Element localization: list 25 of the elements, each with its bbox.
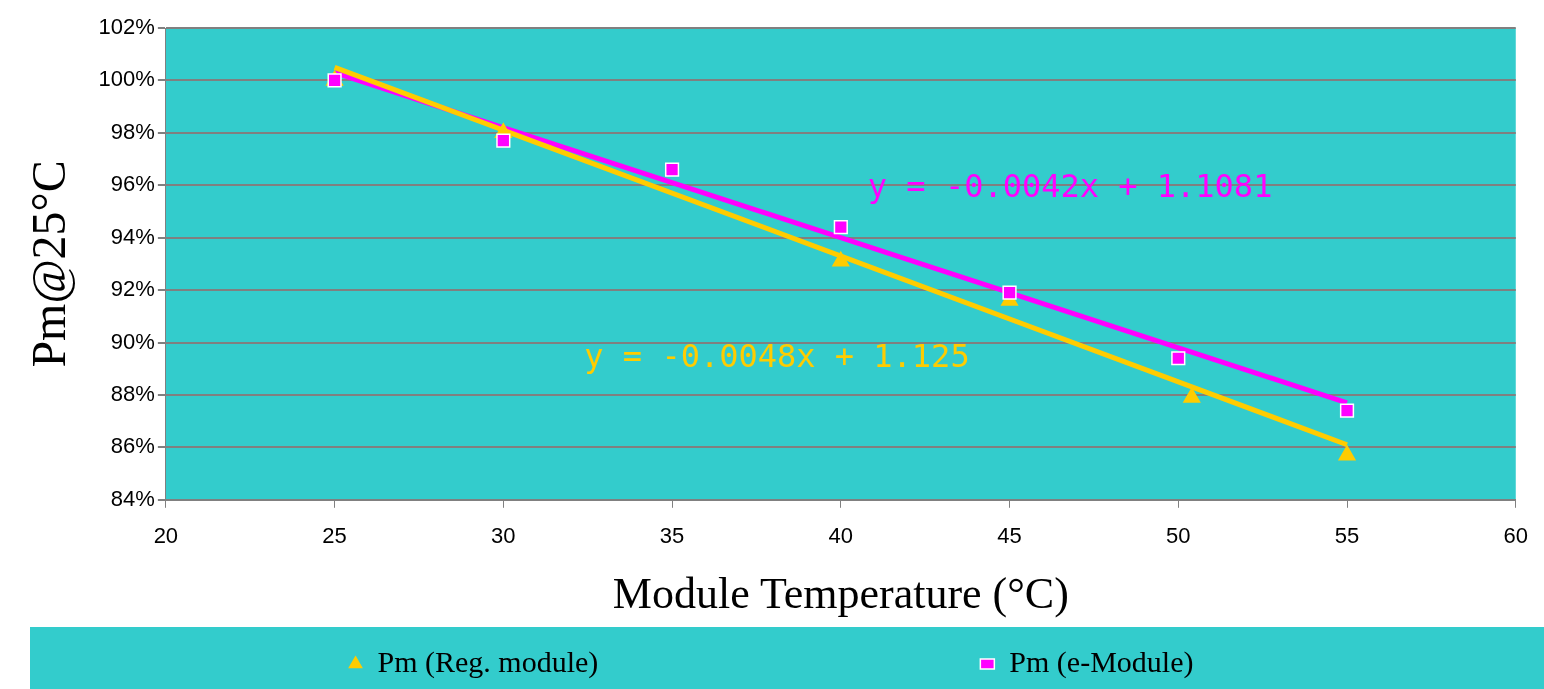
y-tick-label: 90% [110,328,155,354]
x-tick-label: 25 [322,523,347,549]
y-tick-label: 102% [98,14,155,40]
x-tick-label: 50 [1166,523,1191,549]
y-tick-label: 98% [110,118,155,144]
annotation: y = -0.0042x + 1.1081 [867,166,1273,205]
legend-label: Pm (Reg. module) [377,644,959,679]
y-tick-label: 84% [110,485,155,511]
y-tick-label: 88% [110,381,155,407]
y-axis-title: Pm@25°C [22,160,76,368]
annotation: y = -0.0048x + 1.125 [584,336,970,375]
x-tick-label: 40 [828,523,854,549]
x-axis-title: Module Temperature (°C) [612,569,1069,619]
y-tick-label: 86% [110,433,155,459]
y-tick-label: 94% [110,223,155,249]
x-tick-label: 35 [659,523,685,549]
y-tick-label: 100% [98,66,155,92]
x-tick-label: 55 [1334,523,1360,549]
y-tick-label: 92% [110,276,155,302]
x-tick-label: 20 [153,523,179,549]
x-tick-label: 45 [997,523,1022,549]
x-tick-label: 30 [491,523,516,549]
x-tick-label: 60 [1503,523,1529,549]
legend-label: Pm (e-Module) [1009,644,1194,679]
y-tick-label: 96% [110,171,155,197]
